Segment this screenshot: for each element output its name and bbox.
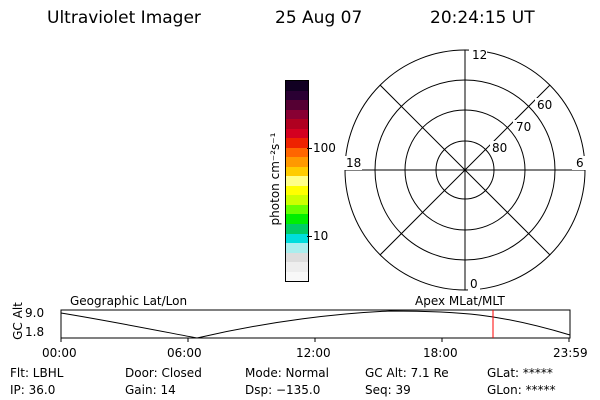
altitude-tick-min: 1.8 — [25, 325, 45, 339]
color-band — [286, 204, 308, 215]
time-tick-2359: 23:59 — [553, 346, 588, 360]
geographic-title: Geographic Lat/Lon — [70, 294, 188, 308]
color-band — [286, 100, 308, 110]
time-tick-0600: 06:00 — [167, 346, 202, 360]
color-band — [286, 138, 308, 148]
color-band — [286, 109, 308, 120]
mode-status: Mode: Normal — [245, 366, 329, 380]
color-band — [286, 223, 308, 234]
color-band — [286, 119, 308, 129]
color-band — [286, 157, 308, 167]
color-band — [286, 214, 308, 224]
colorbar-tick-label-100: 100 — [313, 141, 336, 155]
ip-status: IP: 36.0 — [10, 383, 56, 397]
apex-title: Apex MLat/MLT — [415, 294, 505, 308]
time-tick-0000: 00:00 — [42, 346, 77, 360]
color-band — [286, 128, 308, 139]
time-tick-1800: 18:00 — [423, 346, 458, 360]
polar-grid-plot: 12 18 6 0 80 70 60 — [342, 48, 586, 291]
color-band — [286, 262, 308, 272]
date-label: 25 Aug 07 — [275, 8, 363, 28]
color-band — [286, 81, 308, 91]
instrument-title: Ultraviolet Imager — [47, 8, 201, 28]
filter-status: Flt: LBHL — [10, 366, 64, 380]
mlt-label-12: 12 — [472, 48, 487, 62]
dsp-status: Dsp: −135.0 — [245, 383, 321, 397]
colorbar-tick — [307, 148, 312, 149]
lat-label-70: 70 — [516, 120, 531, 134]
glat-status: GLat: ***** — [487, 366, 553, 380]
colorbar-tick — [307, 236, 312, 237]
gc-alt-status: GC Alt: 7.1 Re — [365, 366, 449, 380]
door-status: Door: Closed — [125, 366, 202, 380]
mlt-label-0: 0 — [470, 277, 478, 291]
color-band — [286, 90, 308, 101]
altitude-timeline-plot — [60, 309, 571, 342]
lat-label-60: 60 — [537, 98, 552, 112]
colorbar-tick-label-10: 10 — [313, 229, 329, 243]
color-band — [286, 252, 308, 263]
altitude-curve — [60, 310, 571, 339]
gain-status: Gain: 14 — [125, 383, 176, 397]
time-tick-1200: 12:00 — [296, 346, 331, 360]
color-band — [286, 176, 308, 186]
altitude-axis-label: GC Alt — [11, 302, 25, 340]
mlt-label-6: 6 — [576, 156, 584, 170]
color-band — [286, 243, 308, 253]
mlt-label-18: 18 — [346, 156, 361, 170]
color-scale-bar — [285, 80, 309, 282]
color-band — [286, 185, 308, 196]
polar-diagonal — [379, 84, 551, 256]
altitude-tick-max: 9.0 — [25, 306, 45, 320]
color-band — [286, 195, 308, 205]
seq-status: Seq: 39 — [365, 383, 411, 397]
color-band — [286, 233, 308, 244]
color-band — [286, 271, 308, 282]
lat-label-80: 80 — [492, 141, 507, 155]
colorbar-unit-label: photon cm⁻²s⁻¹ — [268, 132, 282, 226]
color-band — [286, 166, 308, 177]
glon-status: GLon: ***** — [487, 383, 556, 397]
time-label: 20:24:15 UT — [430, 8, 535, 28]
color-band — [286, 147, 308, 158]
